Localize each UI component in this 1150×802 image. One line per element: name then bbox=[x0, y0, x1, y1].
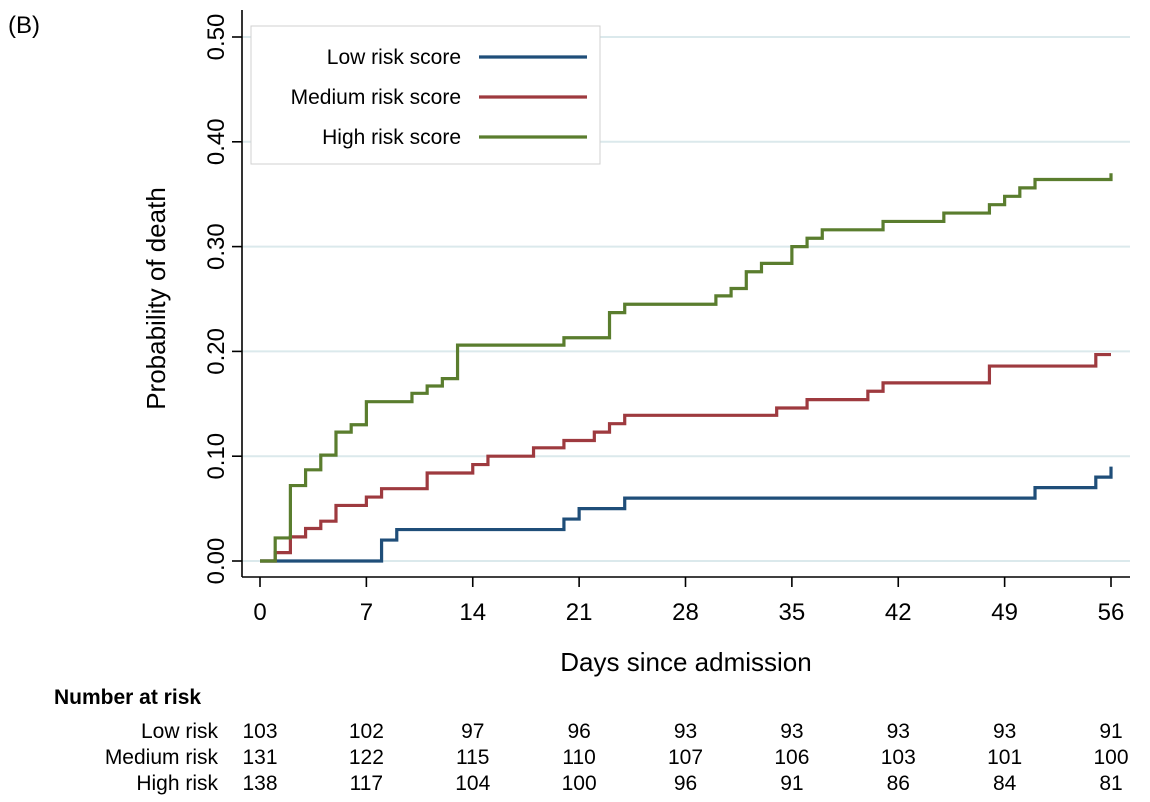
risk-table-cell: 100 bbox=[561, 772, 597, 795]
y-tick-label: 0.30 bbox=[203, 223, 230, 270]
risk-table-cell: 96 bbox=[567, 720, 591, 743]
risk-table-cell: 131 bbox=[242, 746, 278, 769]
risk-table-cell: 117 bbox=[349, 772, 384, 795]
series-line bbox=[260, 352, 1111, 563]
risk-table-cell: 93 bbox=[780, 720, 804, 743]
y-tick-label: 0.10 bbox=[203, 433, 230, 480]
risk-table-cell: 106 bbox=[774, 746, 810, 769]
risk-table-cell: 91 bbox=[1099, 720, 1123, 743]
risk-table-cell: 103 bbox=[880, 746, 916, 769]
risk-table-cell: 93 bbox=[886, 720, 910, 743]
x-tick-label: 35 bbox=[779, 599, 806, 626]
y-tick-label: 0.00 bbox=[203, 538, 230, 585]
risk-table-cell: 100 bbox=[1093, 746, 1129, 769]
risk-table-cell: 115 bbox=[456, 746, 490, 769]
y-axis-title: Probability of death bbox=[141, 187, 171, 410]
risk-table-cell: 122 bbox=[348, 746, 384, 769]
risk-table-cell: 84 bbox=[992, 772, 1017, 795]
risk-table-row: High risk 138 117 104 100 96 91 86 84 81 bbox=[0, 772, 1150, 798]
series-line bbox=[260, 173, 1113, 563]
number-at-risk-table: Number at risk Low risk 103 102 97 96 93 93 93 9… bbox=[0, 684, 1150, 802]
x-tick-label: 28 bbox=[672, 599, 699, 626]
risk-table-cell: 97 bbox=[461, 720, 485, 743]
legend: Low risk score Medium risk score High risk… bbox=[250, 25, 601, 165]
risk-table-cell: 101 bbox=[987, 746, 1023, 769]
risk-table-cell: 91 bbox=[780, 772, 804, 795]
y-tick-label: 0.20 bbox=[203, 328, 230, 375]
x-tick-label: 56 bbox=[1098, 599, 1125, 626]
legend-label: Medium risk score bbox=[291, 86, 461, 109]
risk-table-cell: 104 bbox=[455, 772, 491, 795]
series-line bbox=[260, 466, 1113, 563]
risk-table-cell: 103 bbox=[242, 720, 278, 743]
risk-table-row: Low risk 103 102 97 96 93 93 93 93 91 bbox=[0, 720, 1150, 746]
risk-table-cell: 81 bbox=[1099, 772, 1123, 795]
risk-table-cell: 96 bbox=[673, 772, 698, 795]
y-tick-label: 0.40 bbox=[203, 118, 230, 165]
risk-table-cell: 107 bbox=[667, 746, 704, 769]
risk-table-cell: 110 bbox=[562, 746, 596, 769]
km-chart: 0.00 0.10 0.20 0.30 0.40 0.50 0 7 14 21 28 35 42 49 56… bbox=[141, 10, 1130, 677]
x-tick-label: 14 bbox=[459, 599, 486, 626]
risk-table-cell: 86 bbox=[886, 772, 910, 795]
risk-table-cell: 102 bbox=[348, 720, 384, 743]
x-tick-label: 0 bbox=[253, 599, 266, 626]
y-tick-label: 0.50 bbox=[203, 14, 230, 61]
risk-row-label: Medium risk bbox=[104, 746, 218, 769]
x-tick-label: 21 bbox=[566, 599, 593, 626]
risk-table-cell: 138 bbox=[242, 772, 278, 795]
panel-label: (B) bbox=[8, 12, 40, 39]
risk-table-cell: 93 bbox=[992, 720, 1017, 743]
risk-row-label: High risk bbox=[136, 772, 218, 795]
x-tick-label: 49 bbox=[991, 599, 1018, 626]
legend-label: Low risk score bbox=[327, 46, 461, 69]
x-axis-title: Days since admission bbox=[560, 647, 811, 677]
legend-label: High risk score bbox=[322, 126, 461, 149]
risk-table-title: Number at risk bbox=[54, 686, 202, 709]
risk-table-cell: 93 bbox=[673, 720, 698, 743]
x-tick-label: 42 bbox=[885, 599, 912, 626]
risk-table-row: Medium risk 131 122 115 110 107 106 103 101 100 bbox=[0, 746, 1150, 772]
x-tick-label: 7 bbox=[360, 599, 373, 626]
legend-box bbox=[250, 25, 601, 165]
risk-row-label: Low risk bbox=[140, 720, 218, 743]
